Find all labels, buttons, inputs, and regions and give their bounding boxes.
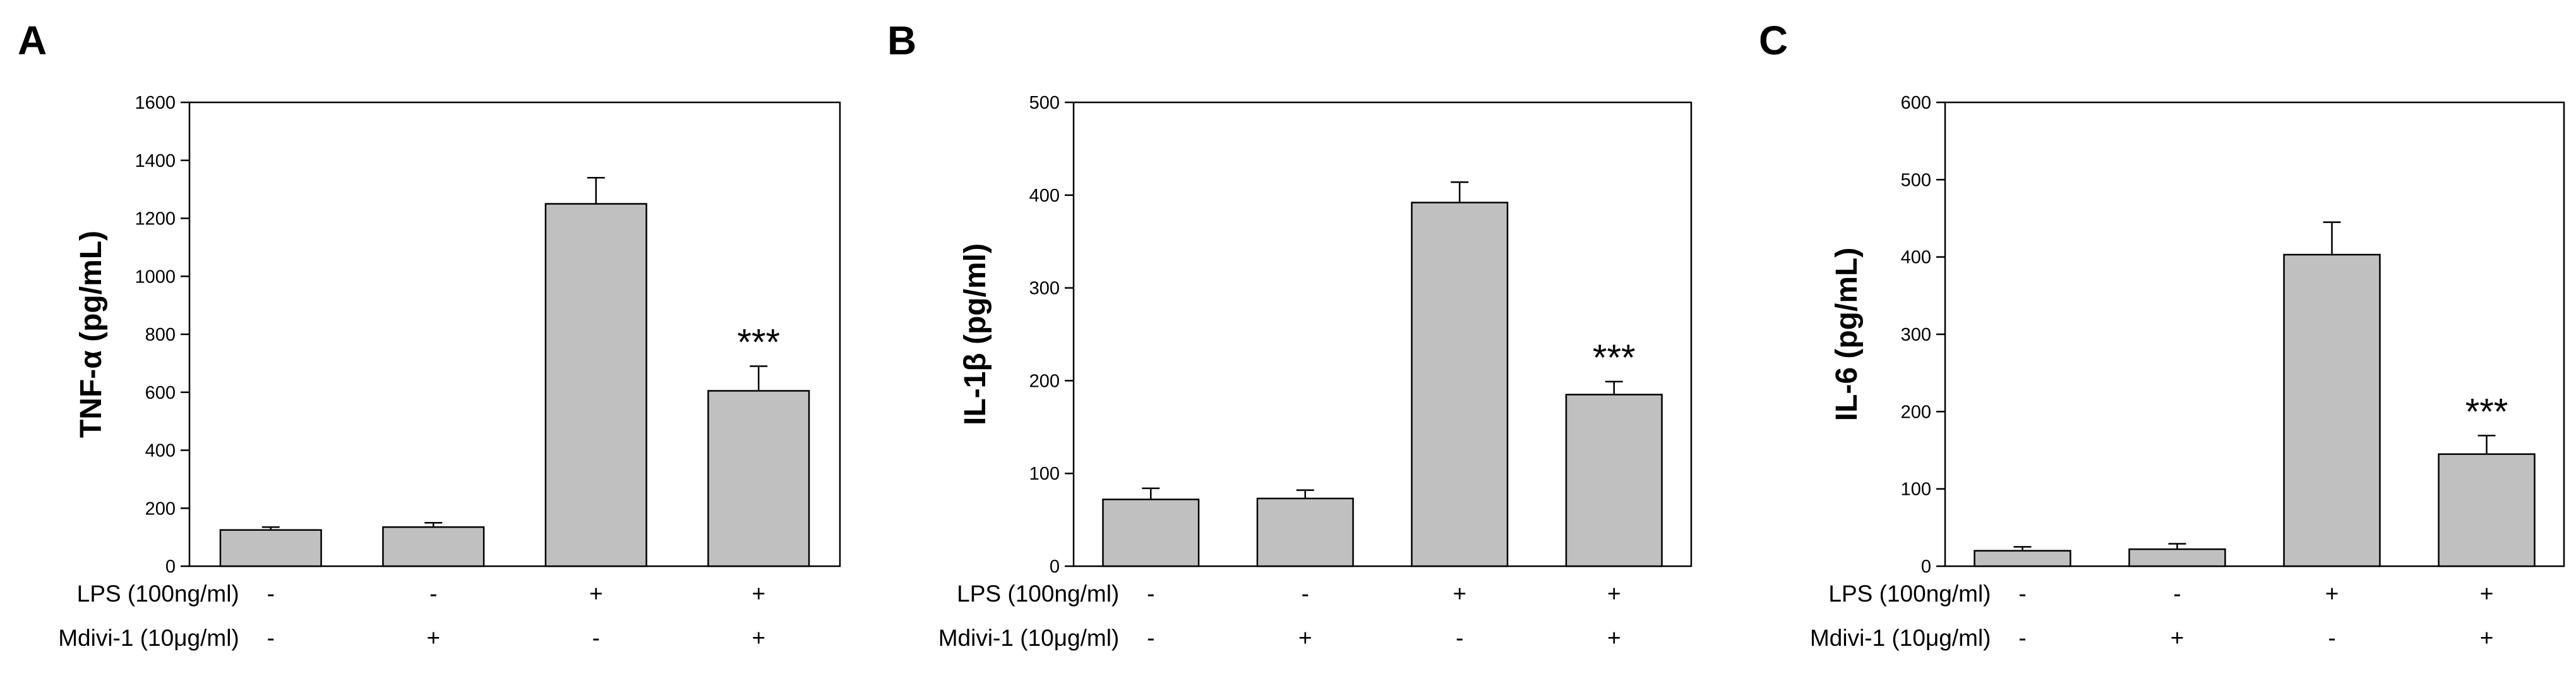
mdivi-sign: + (2480, 625, 2494, 651)
mdivi-sign: - (1456, 625, 1463, 651)
y-tick-label: 200 (1029, 371, 1060, 391)
lps-row-label: LPS (100ng/ml) (1828, 581, 1991, 607)
y-tick-label: 600 (1901, 93, 1931, 113)
significance-marker: *** (1593, 337, 1636, 379)
lps-row-label: LPS (100ng/ml) (957, 581, 1119, 607)
bar (1102, 499, 1200, 567)
y-tick-label: 0 (1050, 557, 1060, 577)
panel-letter: A (18, 18, 47, 63)
lps-sign: + (589, 581, 603, 607)
y-tick-label: 200 (1901, 402, 1931, 422)
mdivi-row-label: Mdivi-1 (10μg/ml) (58, 625, 239, 651)
y-tick-label: 500 (1029, 93, 1060, 113)
lps-sign: + (1607, 581, 1621, 607)
y-tick-label: 500 (1901, 170, 1931, 190)
mdivi-sign: + (1298, 625, 1312, 651)
y-tick-label: 0 (1921, 557, 1931, 577)
bar (382, 526, 485, 567)
y-tick-label: 1400 (135, 151, 176, 171)
y-tick-label: 800 (145, 325, 176, 345)
mdivi-sign: + (1607, 625, 1621, 651)
plot-area (1072, 101, 1692, 567)
chart-panel-b: B 0 100 200 300 400 500 IL-1β (pg/ml) - - - + + - *** +… (887, 18, 1692, 651)
bar (707, 390, 810, 567)
y-tick-label: 400 (1029, 186, 1060, 206)
lps-sign: + (752, 581, 765, 607)
lps-sign: - (1147, 581, 1154, 607)
mdivi-sign: - (267, 625, 275, 651)
significance-marker: *** (737, 322, 780, 363)
y-axis-label: TNF-α (pg/mL) (75, 231, 108, 438)
y-tick-label: 400 (1901, 248, 1931, 268)
bar (2128, 548, 2226, 567)
bar (219, 529, 322, 567)
chart-panel-a: A 0 200 400 600 800 1000 1200 1400 1600 TNF-α (pg/… (18, 18, 841, 651)
lps-sign: - (2018, 581, 2026, 607)
mdivi-sign: - (2018, 625, 2026, 651)
panel-letter: B (887, 18, 916, 63)
significance-marker: *** (2465, 391, 2508, 432)
bar (2283, 253, 2381, 567)
bar (1974, 550, 2071, 567)
y-tick-label: 100 (1029, 464, 1060, 484)
chart-panel-c: C 0 100 200 300 400 500 600 IL-6 (pg/mL) - - - + + - **… (1759, 18, 2565, 651)
y-tick-label: 1200 (135, 209, 176, 229)
mdivi-sign: - (592, 625, 600, 651)
y-tick-label: 600 (145, 383, 176, 403)
lps-row-label: LPS (100ng/ml) (77, 581, 239, 607)
mdivi-sign: + (426, 625, 440, 651)
bar (544, 203, 647, 567)
y-tick-label: 100 (1901, 480, 1931, 500)
mdivi-row-label: Mdivi-1 (10μg/ml) (938, 625, 1120, 651)
lps-sign: - (267, 581, 275, 607)
y-tick-label: 0 (165, 557, 176, 577)
lps-sign: + (1453, 581, 1466, 607)
y-axis-label: IL-6 (pg/mL) (1830, 248, 1864, 421)
mdivi-sign: - (2328, 625, 2335, 651)
y-tick-label: 200 (145, 499, 176, 519)
mdivi-sign: - (1147, 625, 1154, 651)
bar (1256, 497, 1354, 567)
y-axis-label: IL-1β (pg/ml) (959, 243, 992, 425)
mdivi-sign: + (2171, 625, 2184, 651)
y-tick-label: 300 (1901, 325, 1931, 345)
y-tick-label: 400 (145, 441, 176, 461)
lps-sign: - (2173, 581, 2181, 607)
bar (1565, 394, 1663, 567)
lps-sign: + (2325, 581, 2339, 607)
lps-sign: - (1302, 581, 1309, 607)
bar (2438, 453, 2536, 567)
lps-sign: + (2480, 581, 2494, 607)
mdivi-row-label: Mdivi-1 (10μg/ml) (1810, 625, 1991, 651)
bar (1411, 202, 1509, 567)
mdivi-sign: + (752, 625, 765, 651)
panel-letter: C (1759, 18, 1788, 63)
y-tick-label: 1000 (135, 267, 176, 287)
y-tick-label: 1600 (135, 93, 176, 113)
y-tick-label: 300 (1029, 279, 1060, 299)
lps-sign: - (429, 581, 437, 607)
